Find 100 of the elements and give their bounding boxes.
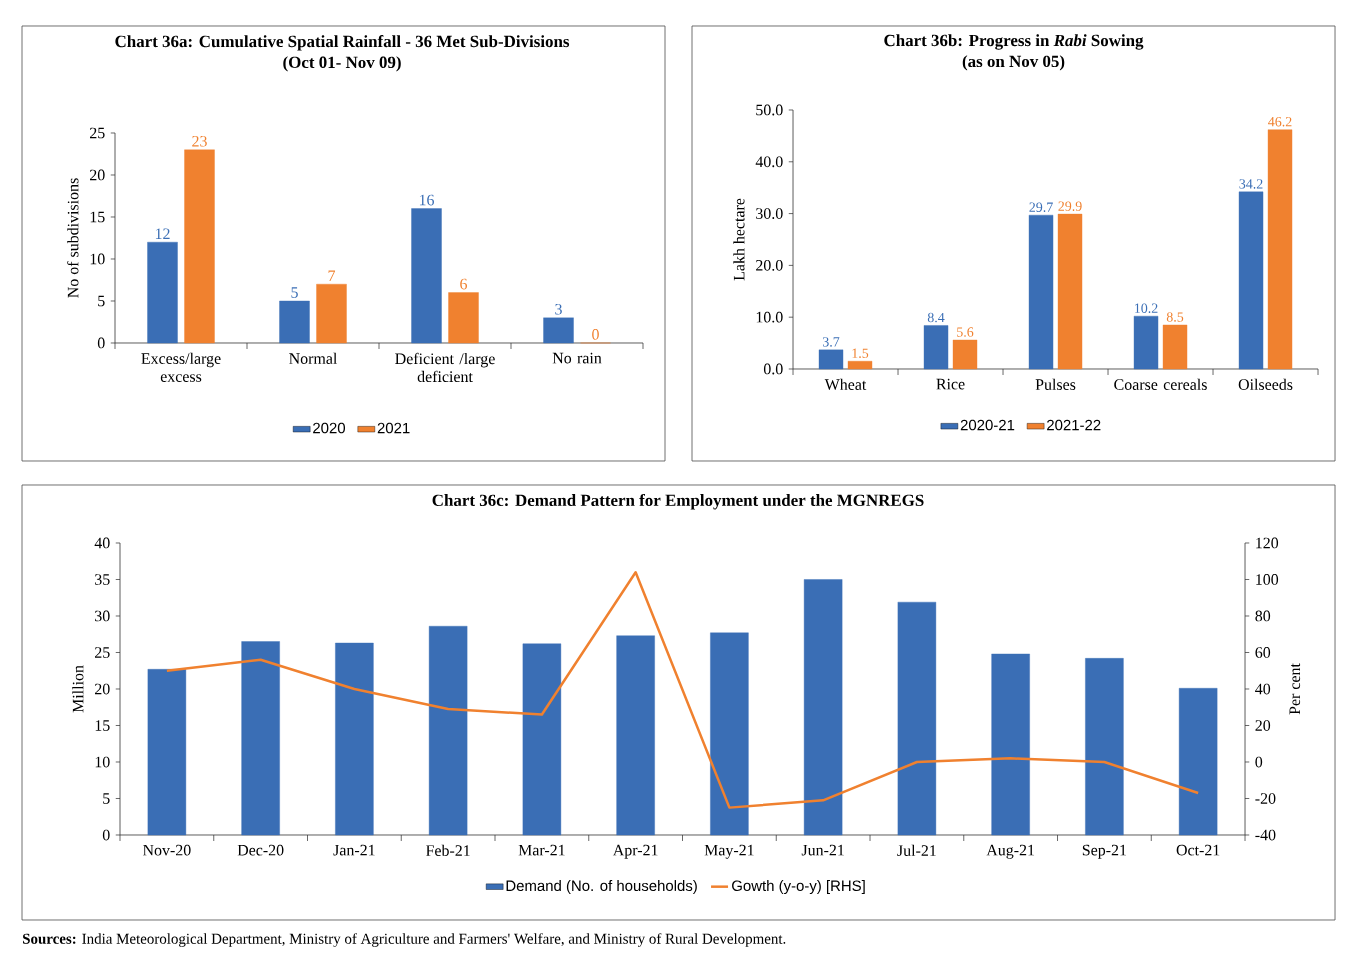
data-label: 29.7: [1029, 202, 1053, 212]
y-tick-label: 40.0: [755, 156, 783, 168]
y-tick-label: 0: [97, 337, 105, 349]
bar: [184, 149, 215, 344]
bar: [803, 579, 843, 836]
y2-tick-label: 40: [1255, 683, 1271, 695]
x-tick-label: No rain: [552, 352, 602, 364]
x-tick-label: Aug-21: [986, 844, 1035, 859]
data-label: 8.4: [927, 312, 945, 323]
legend-label: 2020-21: [960, 419, 1015, 431]
bar: [923, 325, 949, 370]
x-tick-label: Jan-21: [333, 844, 375, 856]
x-tick-label: Jun-21: [801, 844, 844, 856]
bar: [543, 317, 574, 344]
bar: [1057, 213, 1083, 370]
legend-label: 2021-22: [1047, 419, 1101, 431]
y-tick-label: 25: [95, 647, 110, 658]
bar: [147, 669, 187, 836]
text: Sources: India Meteorological Department, Ministry of Agriculture and Farmers' Welfare, and Ministry of Rural Development.: [23, 933, 786, 947]
bar: [1133, 315, 1159, 370]
data-label: 8.5: [1166, 312, 1184, 322]
x-tick-label: Excess/large excess: [141, 352, 221, 382]
data-label: 46.2: [1268, 117, 1292, 127]
data-label: 3.7: [822, 337, 840, 347]
bar: [897, 601, 937, 836]
y-tick-label: 10: [90, 253, 105, 265]
y-tick-label: 30: [95, 610, 110, 622]
y-tick-label: 15: [95, 720, 110, 731]
y-tick-label: 15: [90, 211, 105, 223]
x-tick-label: Coarse cereals: [1114, 378, 1207, 390]
y-axis-title: Million: [72, 665, 84, 713]
x-tick-label: Feb-21: [426, 844, 470, 856]
data-label: 29.9: [1058, 201, 1082, 211]
bar: [411, 208, 442, 344]
y-tick-label: 20: [90, 169, 105, 181]
y-tick-label: 40: [94, 537, 110, 549]
bar: [952, 339, 978, 370]
bar: [147, 241, 178, 344]
data-label: 6: [460, 278, 468, 290]
y-axis-title: Lakh hectare: [733, 198, 745, 281]
bar: [1085, 658, 1124, 836]
bar: [818, 349, 844, 370]
bar: [991, 653, 1030, 836]
y2-tick-label: 80: [1255, 610, 1271, 622]
y-tick-label: 30.0: [756, 208, 783, 219]
bar: [241, 641, 280, 836]
legend-label: Demand (No. of households): [506, 880, 697, 894]
data-label: 23: [192, 135, 207, 147]
y-tick-label: 0.0: [763, 363, 783, 375]
data-label: 7: [328, 270, 336, 281]
y-axis-title: No of subdivisions: [67, 178, 79, 298]
x-tick-label: Apr-21: [612, 844, 658, 859]
chart-title: Chart 36c: Demand Pattern for Employment under the MGNREGS: [432, 493, 924, 510]
chart-subtitle: (Oct 01- Nov 09): [283, 56, 401, 72]
data-label: 5: [291, 287, 298, 298]
line-series: [165, 570, 1200, 809]
y-tick-label: 10.0: [756, 311, 783, 323]
data-label: 0: [592, 329, 599, 340]
data-label: 3: [555, 303, 562, 315]
chart-title: Chart 36a: Cumulative Spatial Rainfall - 36 Met Sub-Divisions: [115, 35, 570, 51]
bar: [1238, 191, 1264, 370]
bar: [335, 642, 374, 836]
x-tick-label: Oct-21: [1176, 844, 1220, 856]
data-label: 12: [155, 228, 170, 239]
x-tick-label: Rice: [936, 378, 965, 390]
y-tick-label: 50.0: [756, 104, 783, 116]
y-tick-label: 0: [102, 829, 110, 841]
bar: [279, 300, 310, 344]
y-tick-label: 35: [95, 574, 110, 585]
bar: [1162, 324, 1188, 370]
x-tick-label: May-21: [704, 844, 754, 859]
y2-axis-title: Per cent: [1289, 663, 1301, 715]
y2-tick-label: 100: [1256, 574, 1279, 585]
y2-tick-label: -40: [1255, 829, 1276, 841]
y-tick-label: 10: [95, 756, 110, 768]
x-tick-label: Pulses: [1035, 378, 1076, 390]
bar: [522, 643, 562, 836]
legend-label: 2021: [377, 422, 410, 434]
bar: [1178, 688, 1218, 836]
x-tick-label: Jul-21: [897, 844, 936, 856]
x-tick-label: Oilseeds: [1238, 378, 1293, 390]
bar: [448, 292, 479, 344]
y-tick-label: 5: [98, 295, 105, 307]
y2-tick-label: -20: [1255, 793, 1276, 804]
y-tick-label: 20: [95, 683, 110, 695]
x-tick-label: Mar-21: [518, 844, 565, 856]
y-tick-label: 5: [103, 793, 110, 804]
chart-title: Chart 36b: Progress in Rabi Sowing: [884, 34, 1144, 50]
legend-label: Gowth (y-o-y) [RHS]: [732, 880, 865, 894]
y2-tick-label: 0: [1255, 756, 1263, 768]
data-label: 16: [419, 194, 435, 206]
data-label: 5.6: [957, 327, 974, 337]
data-label: 34.2: [1239, 179, 1263, 189]
bar: [316, 283, 347, 344]
y-tick-label: 25: [90, 127, 105, 139]
bar: [710, 632, 749, 836]
data-label: 10.2: [1135, 303, 1158, 313]
x-tick-label: Nov-20: [142, 844, 191, 856]
x-tick-label: Sep-21: [1082, 844, 1127, 859]
x-tick-label: Normal: [289, 352, 338, 364]
